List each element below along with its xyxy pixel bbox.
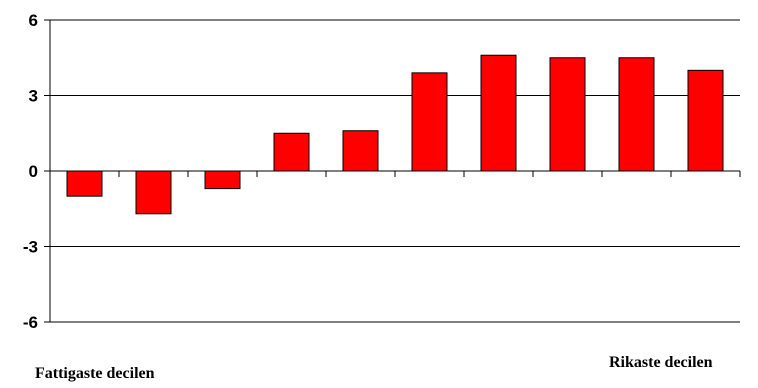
- bar: [273, 132, 310, 172]
- y-tick-label: -6: [23, 313, 38, 332]
- richest-decile-label: Rikaste decilen: [609, 354, 713, 371]
- poorest-decile-label: Fattigaste decilen: [35, 365, 155, 382]
- y-tick-label: 3: [29, 87, 38, 106]
- y-tick-labels: 6 3 0 -3 -6: [23, 11, 38, 332]
- axes: [44, 19, 741, 323]
- bar: [480, 54, 517, 172]
- bar: [204, 170, 241, 190]
- y-tick-label: 0: [29, 162, 38, 181]
- bar: [411, 72, 448, 172]
- y-tick-label: -3: [23, 238, 38, 257]
- bar: [549, 57, 586, 172]
- bar: [618, 57, 655, 172]
- bar: [135, 170, 172, 215]
- bars: [66, 54, 724, 215]
- y-tick-label: 6: [29, 11, 38, 30]
- bar: [342, 130, 379, 172]
- bar: [687, 69, 724, 172]
- bar: [66, 170, 103, 197]
